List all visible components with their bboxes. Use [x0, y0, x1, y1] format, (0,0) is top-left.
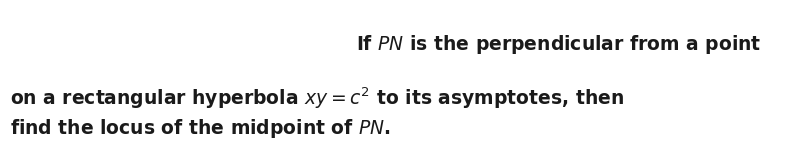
Text: on a rectangular hyperbola $\mathit{xy} = c^2$ to its asymptotes, then: on a rectangular hyperbola $\mathit{xy} …: [10, 85, 624, 111]
Text: find the locus of the midpoint of $\mathit{PN}$.: find the locus of the midpoint of $\math…: [10, 117, 391, 140]
Text: If $\mathit{PN}$ is the perpendicular from a point: If $\mathit{PN}$ is the perpendicular fr…: [356, 33, 761, 56]
